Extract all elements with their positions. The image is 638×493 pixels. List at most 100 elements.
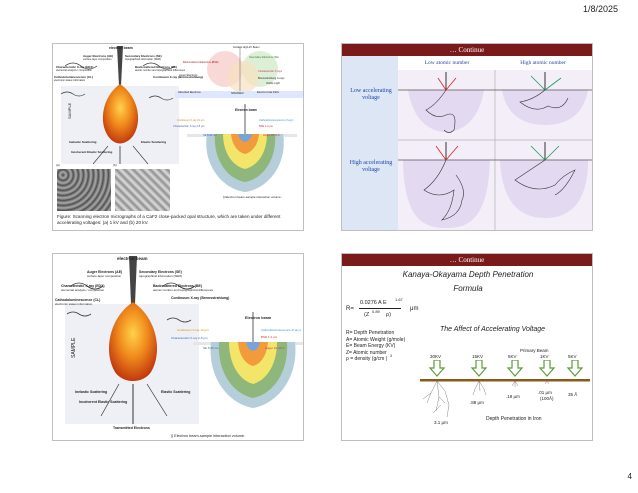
formula-exponent: 1.67 — [395, 297, 403, 302]
formula-unit: μm — [410, 306, 419, 312]
def-rho-exp: 3 — [390, 354, 392, 358]
venn-visible: Visible Light — [266, 82, 280, 85]
pear-bse-3: BSE 1-2 μm — [261, 335, 278, 339]
label-cathodo-3: Cathodoluminescence (CL) — [55, 298, 101, 302]
venn-secondary: Secondary Electrons (SE) — [249, 56, 279, 59]
def-e: E= Beam Energy (KV) — [346, 343, 396, 349]
label-secondary-sub-3: topographical information (SEM) — [139, 274, 183, 278]
page-number: 4 — [627, 472, 632, 481]
label-cathodo-sub: electronic states information — [54, 79, 86, 82]
depth-5kv: .18 μm — [506, 394, 520, 399]
pear-auger: Auger 10-30 Å — [263, 134, 280, 137]
label-auger-sub: surface-layer composition — [83, 58, 112, 61]
venn-absorbed: Absorbed Electrons — [178, 91, 201, 94]
interaction-diagram — [60, 46, 179, 165]
pear-char: Characteristic X-ray 2-5 μm — [173, 125, 205, 128]
slide-1: electron beam Auger Electrons (AE) surfa… — [52, 43, 304, 231]
pear-se-3: SE 5-50 nm — [203, 346, 219, 350]
label-secondary: Secondary Electrons (SE) — [125, 54, 162, 58]
label-secondary-3: Secondary Electrons (SE) — [139, 270, 182, 274]
col-low-z: Low atomic number — [424, 60, 470, 66]
def-z: Z= Atomic number — [346, 349, 387, 356]
micrograph-a — [57, 169, 111, 211]
label-backscatter-sub: atomic number and topographical differen… — [135, 69, 185, 72]
formula-r: R= — [346, 306, 354, 312]
label-inelastic: Inelastic Scattering — [69, 140, 97, 144]
venn-incident: Incident High-kV Beam — [233, 46, 260, 49]
label-inelastic-3: Inelastic Scattering — [75, 390, 108, 394]
pear-cont-3: Continuum X-ray 10 μm — [177, 328, 209, 332]
pear-electron-beam: Electron beam — [235, 108, 257, 112]
pear-electron-beam-3: Electron beam — [245, 316, 272, 320]
pear-se: SE 5-50 nm — [203, 134, 217, 137]
col-high-z: High atomic number — [520, 60, 566, 66]
fig-number-3: § Electron beam-sample interaction volum… — [171, 434, 246, 438]
label-char-xray-3: Characteristic X-ray (EDX) — [61, 284, 105, 288]
beam-label: electron beam — [109, 46, 133, 50]
formula-denominator: (Z — [364, 312, 370, 318]
label-secondary-sub: topographical information (SEM) — [125, 58, 161, 61]
label-char-xray-sub-3: elemental analysis / composition — [61, 288, 105, 292]
label-incoherent: Incoherent Elastic Scattering — [71, 150, 113, 154]
interaction-panels — [398, 70, 592, 230]
pear-zones-3 — [193, 312, 303, 408]
primary-beam-label: Primary Beam — [520, 348, 549, 353]
voltage-5kv-b: 5KV — [568, 354, 577, 359]
depth-5kv-b: 35 Å — [568, 392, 578, 397]
depth-30kv: 3.1 μm — [434, 420, 448, 425]
label-auger: Auger Electrons (AE) — [83, 54, 114, 58]
row-high-v: High accelerating voltage — [349, 160, 393, 173]
label-sample: SAMPLE — [67, 102, 72, 119]
def-r: R= Depth Penetration — [346, 330, 395, 336]
venn-backscattered: Backscattered Electrons (BSE) — [183, 61, 219, 64]
label-sample-3: SAMPLE — [71, 337, 77, 358]
venn-characteristic: Characteristic X-rays — [258, 70, 283, 73]
formula-z-exponent: 0.89 — [372, 309, 380, 314]
venn-auger: Auger Electrons — [179, 74, 198, 77]
slide2-title: … Continue — [342, 44, 592, 56]
depth-footer: Depth Penetration in Iron — [486, 416, 542, 422]
label-backscatter: Backscattered Electrons (BE) — [135, 65, 178, 69]
pear-auger-3: Auger 10-30 Å — [265, 346, 285, 350]
kanaya-heading: Kanaya-Okayama Depth Penetration — [402, 270, 534, 279]
label-elastic: Elastic Scattering — [141, 140, 167, 144]
venn-diagram — [175, 47, 303, 98]
formula-rho: ρ) — [386, 312, 391, 318]
pear-char-3: Characteristic X-ray 2-5 μm — [171, 336, 208, 340]
label-cont-xray: Continuum X-ray (Bremsstrahlung) — [153, 75, 204, 79]
sub-label-b: (b) — [113, 163, 117, 167]
page-date: 1/8/2025 — [582, 4, 618, 14]
voltage-5kv: 5KV — [508, 354, 517, 359]
def-a: A= Atomic Weight (g/mole) — [346, 336, 406, 343]
figure-caption: Figure: Scanning electron micrographs of… — [57, 214, 281, 225]
formula-numerator: 0.0276 A E — [360, 300, 387, 306]
slide-3: electron beam Auger Electrons (AE) surfa… — [52, 253, 304, 441]
label-char-xray: Characteristic X-ray (EDX) — [56, 65, 94, 69]
venn-bremsstrahlung: Bremsstrahlung X-rays — [258, 77, 285, 80]
micrograph-b — [115, 169, 170, 211]
slide-4: … Continue Kanaya-Okayama Depth Penetrat… — [341, 253, 593, 441]
venn-specimen: SPECIMEN — [231, 92, 244, 95]
depth-15kv: .88 μm — [470, 400, 484, 405]
label-auger-3: Auger Electrons (AE) — [87, 270, 123, 274]
fraction-bar — [359, 308, 401, 309]
formula-label: Formula — [453, 284, 483, 293]
label-backscatter-sub-3: atomic number and topographical differen… — [153, 288, 213, 292]
depth-1kv: .01 μm — [538, 390, 552, 395]
pear-cathodo: Cathodoluminescence (if any) — [259, 119, 294, 122]
pear-zones — [187, 104, 297, 192]
beam-label-3: electron beam — [117, 256, 148, 261]
voltage-1kv: 1KV — [540, 354, 549, 359]
sub-label-a: (a) — [56, 163, 60, 167]
fig-number-1: § Electron beam-sample interaction volum… — [223, 195, 282, 199]
label-cathodo-sub-3: electronic states information — [55, 302, 93, 306]
label-backscatter-3: Backscattered Electrons (BE) — [153, 284, 203, 288]
def-rho-row: ρ = density (g/cm ) 3 — [346, 354, 405, 363]
label-auger-sub-3: surface-layer composition — [87, 274, 122, 278]
pear-bse: BSE 1-2 μm — [259, 125, 274, 128]
definitions-list: R= Depth Penetration A= Atomic Weight (g… — [346, 330, 405, 363]
interaction-diagram-large — [65, 256, 199, 424]
depth-1kv-angstrom: (100Å) — [540, 396, 554, 401]
row-label-bg — [342, 56, 398, 230]
pear-cathodo-3: Cathodoluminescence (if any) — [261, 328, 301, 332]
